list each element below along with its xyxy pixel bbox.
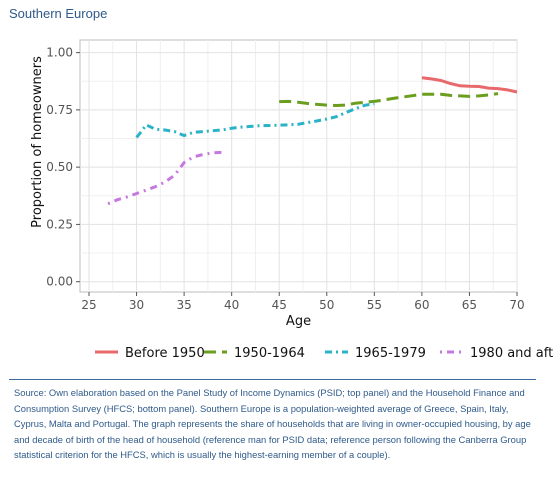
x-tick-label: 65 [462,298,477,312]
series-line-3 [107,150,223,206]
x-tick-label: 50 [319,298,334,312]
legend: Before 1950 1950-1964 1965-1979 1980 and af… [95,346,554,361]
series-line-0 [421,76,518,94]
legend-label-1: 1950-1964 [234,346,305,361]
y-tick-label: 0.50 [46,160,73,174]
y-axis-ticks: 0.00 0.25 0.50 0.75 1.00 [46,46,80,289]
legend-label-3: 1980 and after [470,346,554,361]
x-tick-label: 40 [224,298,239,312]
x-tick-label: 70 [509,298,524,312]
chart: 25 30 35 40 45 50 55 60 65 70 0.00 0.25 0.50 0.75 1.0… [30,39,554,361]
grid-lines [80,40,518,292]
series-line-1 [279,92,499,108]
legend-label-0: Before 1950 [125,346,205,361]
page-title: Southern Europe [9,6,108,21]
series-lines [107,76,518,206]
x-tick-label: 25 [81,298,96,312]
source-note: Source: Own elaboration based on the Pan… [14,387,531,460]
y-tick-label: 0.75 [46,103,73,117]
y-tick-label: 1.00 [46,46,73,60]
x-axis-ticks: 25 30 35 40 45 50 55 60 65 70 [81,292,525,312]
plot-panel [79,39,518,293]
x-tick-label: 45 [272,298,287,312]
x-axis-title: Age [286,314,311,329]
x-tick-label: 60 [414,298,429,312]
y-tick-label: 0.25 [46,217,73,231]
y-axis-title: Proportion of homeowners [30,56,45,228]
x-tick-label: 35 [176,298,191,312]
legend-label-2: 1965-1979 [355,346,426,361]
divider [9,379,536,380]
y-tick-label: 0.00 [46,275,73,289]
series-line-2 [135,102,375,139]
x-tick-label: 30 [129,298,144,312]
x-tick-label: 55 [367,298,382,312]
